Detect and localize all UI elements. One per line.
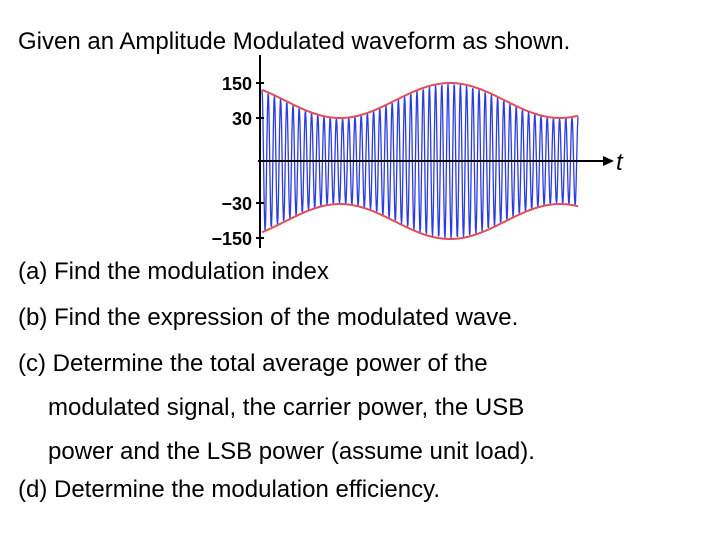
question: (a) Find the modulation index <box>18 258 329 285</box>
title: Given an Amplitude Modulated waveform as… <box>18 28 571 55</box>
question: (d) Determine the modulation efficiency. <box>18 476 440 503</box>
waveform-figure: t 150 30 −30 −150 <box>211 55 624 249</box>
upper-envelope <box>261 82 579 119</box>
y-tick-label: −150 <box>211 229 252 249</box>
question: (b) Find the expression of the modulated… <box>18 304 519 331</box>
question: power and the LSB power (assume unit loa… <box>48 438 535 465</box>
carrier-wave <box>261 82 579 240</box>
y-tick-label: 150 <box>222 74 252 94</box>
x-axis-label: t <box>616 149 624 176</box>
axis-arrow <box>603 156 614 166</box>
y-tick-label: 30 <box>232 109 252 129</box>
lower-envelope <box>261 203 579 240</box>
question: (c) Determine the total average power of… <box>18 350 488 377</box>
y-tick-label: −30 <box>221 194 252 214</box>
question: modulated signal, the carrier power, the… <box>48 394 525 421</box>
